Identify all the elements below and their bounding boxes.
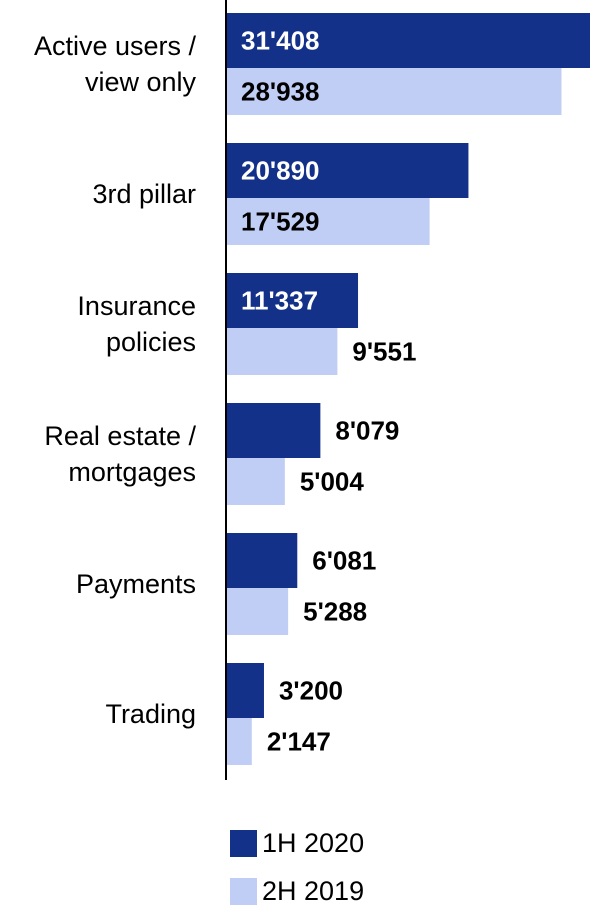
- value-label: 31'408: [241, 25, 319, 55]
- legend-swatch: [230, 830, 257, 857]
- category-label: Real estate / mortgages: [44, 421, 196, 487]
- bar: [227, 328, 338, 375]
- category-label: 3rd pillar: [92, 179, 196, 209]
- legend-label: 2H 2019: [262, 876, 364, 906]
- bar: [227, 458, 285, 505]
- bar: [227, 588, 289, 635]
- value-label: 2'147: [267, 726, 331, 756]
- value-label: 9'551: [352, 336, 416, 366]
- category-label: Payments: [75, 569, 196, 599]
- category-label: Trading: [105, 699, 196, 729]
- bar: [227, 68, 562, 115]
- value-label: 5'288: [303, 596, 367, 626]
- value-label: 28'938: [241, 76, 319, 106]
- legend-label: 1H 2020: [262, 828, 364, 858]
- value-label: 6'081: [312, 545, 376, 575]
- bar: [227, 533, 298, 588]
- bar: [227, 718, 252, 765]
- value-label: 3'200: [279, 675, 343, 705]
- value-label: 8'079: [335, 415, 399, 445]
- bar: [227, 403, 321, 458]
- bar: [227, 198, 430, 245]
- bar: [227, 143, 469, 198]
- bar: [227, 13, 590, 68]
- value-label: 5'004: [300, 466, 365, 496]
- category-label: Insurance policies: [77, 291, 196, 357]
- category-label: Active users / view only: [33, 31, 196, 97]
- bar: [227, 273, 359, 328]
- bar: [227, 663, 264, 718]
- value-label: 17'529: [241, 206, 319, 236]
- value-label: 11'337: [241, 285, 318, 315]
- legend-swatch: [230, 878, 257, 905]
- value-label: 20'890: [241, 155, 319, 185]
